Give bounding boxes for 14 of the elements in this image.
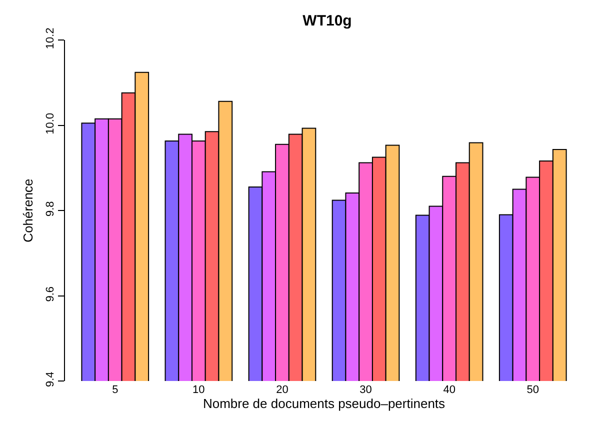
chart-title: WT10g: [302, 12, 352, 30]
y-tick-label: 10.0: [44, 112, 57, 134]
x-axis-title: Nombre de documents pseudo–pertinents: [202, 396, 446, 411]
x-tick-label: 50: [526, 384, 539, 396]
x-tick-label: 5: [112, 384, 118, 396]
y-tick-label: 9.8: [44, 201, 57, 216]
y-tick-label: 9.4: [44, 372, 57, 387]
x-tick-label: 10: [192, 384, 205, 396]
x-tick-label: 20: [276, 384, 288, 396]
y-tick-label: 10.2: [44, 28, 57, 50]
x-tick-label: 30: [360, 384, 372, 396]
x-tick-label: 40: [443, 384, 456, 396]
y-tick-label: 9.6: [44, 286, 57, 302]
y-axis-title: Cohérence: [20, 178, 36, 242]
